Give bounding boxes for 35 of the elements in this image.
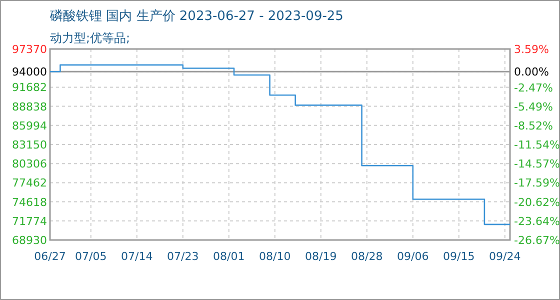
y2-tick-label: -14.57% bbox=[514, 158, 560, 171]
x-tick-label: 08/19 bbox=[305, 250, 337, 263]
y2-tick-label: -26.67% bbox=[514, 234, 560, 247]
y-tick-label: 80306 bbox=[12, 158, 47, 171]
y2-tick-label: 3.59% bbox=[514, 43, 549, 56]
y2-tick-label: -17.59% bbox=[514, 176, 560, 190]
x-tick-label: 07/05 bbox=[75, 250, 107, 263]
y-tick-label: 94000 bbox=[12, 66, 47, 79]
y2-tick-label: -5.49% bbox=[514, 100, 553, 114]
y-tick-label: 71774 bbox=[12, 214, 47, 228]
x-tick-label: 07/23 bbox=[167, 250, 199, 263]
y2-tick-label: 0.00% bbox=[514, 66, 549, 79]
y2-tick-label: -2.47% bbox=[514, 81, 553, 94]
y-tick-label: 85994 bbox=[12, 119, 47, 132]
y-tick-label: 91682 bbox=[12, 81, 47, 94]
x-tick-label: 08/01 bbox=[213, 250, 245, 263]
y-tick-label: 77462 bbox=[12, 176, 47, 190]
y2-tick-label: -23.64% bbox=[514, 214, 560, 228]
x-tick-label: 06/27 bbox=[34, 250, 66, 263]
x-tick-label: 09/15 bbox=[443, 250, 475, 263]
y-tick-label: 83150 bbox=[12, 138, 47, 152]
y2-tick-label: -11.54% bbox=[514, 138, 560, 152]
y-tick-label: 97370 bbox=[12, 43, 47, 56]
x-tick-label: 09/24 bbox=[489, 250, 521, 263]
x-tick-label: 07/14 bbox=[121, 250, 153, 263]
x-tick-label: 08/10 bbox=[259, 250, 291, 263]
x-tick-label: 09/06 bbox=[397, 250, 429, 263]
y2-tick-label: -8.52% bbox=[514, 119, 553, 132]
y-tick-label: 68930 bbox=[12, 234, 47, 247]
y-tick-label: 74618 bbox=[12, 196, 47, 209]
y2-tick-label: -20.62% bbox=[514, 196, 560, 209]
chart-subtitle: 动力型;优等品; bbox=[50, 31, 130, 45]
y-tick-label: 88838 bbox=[12, 100, 47, 114]
x-tick-label: 08/28 bbox=[351, 250, 383, 263]
chart-title: 磷酸铁锂 国内 生产价 2023-06-27 - 2023-09-25 bbox=[49, 9, 344, 24]
